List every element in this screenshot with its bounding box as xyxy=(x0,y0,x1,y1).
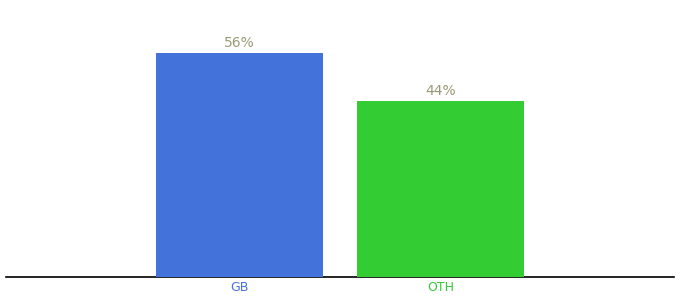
Bar xyxy=(156,53,323,277)
Text: 44%: 44% xyxy=(425,84,456,98)
Text: 56%: 56% xyxy=(224,36,255,50)
Bar xyxy=(357,101,524,277)
